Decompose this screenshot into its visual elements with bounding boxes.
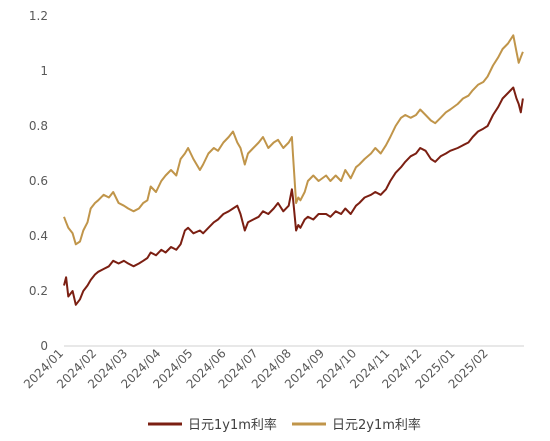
y-tick-label: 0 <box>40 339 48 353</box>
y-tick-label: 0.8 <box>29 119 48 133</box>
y-axis-ticks: 0 0.2 0.4 0.6 0.8 1 1.2 <box>29 9 48 353</box>
y-tick-label: 0.2 <box>29 284 48 298</box>
series-line-1y1m <box>63 86 524 306</box>
y-tick-label: 1 <box>40 64 48 78</box>
y-tick-label: 1.2 <box>29 9 48 23</box>
series-line-2y1m <box>63 34 524 246</box>
series-lines <box>63 34 524 306</box>
legend: 日元1y1m利率 日元2y1m利率 <box>148 417 421 433</box>
y-tick-label: 0.6 <box>29 174 48 188</box>
legend-label-2y1m: 日元2y1m利率 <box>332 417 421 433</box>
legend-label-1y1m: 日元1y1m利率 <box>188 417 277 433</box>
x-axis-ticks: 2024/012024/022024/032024/042024/052024/… <box>21 346 491 391</box>
y-tick-label: 0.4 <box>29 229 48 243</box>
